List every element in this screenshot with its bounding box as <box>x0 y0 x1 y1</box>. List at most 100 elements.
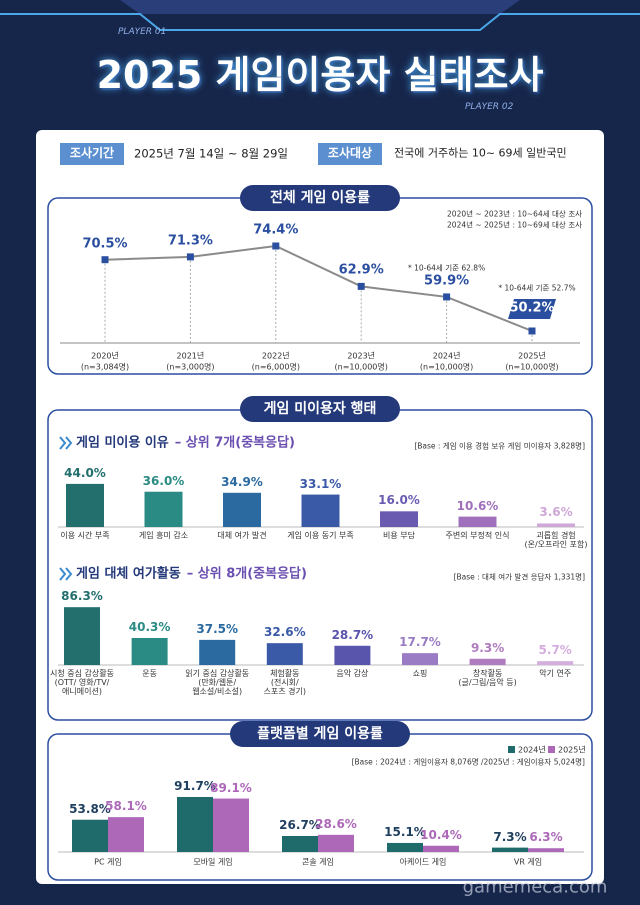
note: 2020년 ~ 2023년 : 10~64세 대상 조사 <box>447 209 582 219</box>
bar <box>537 661 574 665</box>
note: 2024년 ~ 2025년 : 10~69세 대상 조사 <box>447 220 582 230</box>
chart-title: 게임 미이용 이유 <box>76 435 169 451</box>
x-tick-label: 주변의 부정적 인식 <box>445 531 510 540</box>
marker <box>101 256 109 264</box>
watermark: gamemeca.com <box>462 876 608 898</box>
chart-subtitle: – 상위 8개(중복응답) <box>186 566 307 582</box>
marker <box>528 327 536 335</box>
legend-label: 2024년 <box>518 745 546 755</box>
bar <box>177 796 213 852</box>
pill <box>240 396 400 422</box>
value-label: 89.1% <box>210 780 252 795</box>
chart-title: 전체 게임 이용률 <box>270 189 370 206</box>
bar <box>223 492 261 527</box>
x-tick-label: 게임 흥미 감소 <box>138 531 189 540</box>
marker <box>272 242 280 250</box>
value-label: 59.9% <box>424 273 470 289</box>
bar <box>301 494 340 527</box>
value-label: 33.1% <box>299 476 342 491</box>
value-label: 16.0% <box>378 493 420 508</box>
value-label: 26.7% <box>279 818 321 833</box>
x-tick-label: 대체 여가 발견 <box>217 531 267 540</box>
x-tick-label: VR 게임 <box>513 857 543 867</box>
chevron <box>65 436 73 450</box>
bar <box>64 607 100 665</box>
bar <box>266 643 303 665</box>
bar <box>318 834 354 852</box>
base-note: [Base : 대체 여가 발견 응답자 1,331명] <box>453 572 585 582</box>
value-label: 10.4% <box>420 827 462 842</box>
x-tick-label: (n=10,000명) <box>505 362 559 372</box>
x-tick-label: (n=10,000명) <box>334 362 388 372</box>
tag-box <box>318 143 382 165</box>
bar <box>282 835 318 852</box>
bar <box>387 842 423 852</box>
value-label: 10.6% <box>456 498 499 513</box>
chart-title: 게임 대체 여가활동 <box>76 566 181 582</box>
value-label: 37.5% <box>196 621 239 636</box>
marker <box>443 293 451 301</box>
x-tick-label: 체험활동 (전시회/ 스포츠 경기) <box>263 669 307 697</box>
x-tick-label: 2025년 <box>518 351 546 361</box>
base-note: [Base : 2024년 : 게임이용자 8,076명 /2025년 : 게임… <box>351 757 585 767</box>
value-label: 53.8% <box>69 801 111 816</box>
page-title: 2025 게임이용자 실태조사 <box>96 53 544 98</box>
value-label: 17.7% <box>399 635 441 650</box>
bar <box>213 798 249 852</box>
bar <box>131 637 168 665</box>
bar <box>469 658 506 665</box>
value-label: 50.2% <box>509 300 555 316</box>
survey-period: 2025년 7월 14일 ~ 8월 29일 <box>134 146 288 161</box>
annotation: * 10-64세 기준 62.8% <box>407 263 486 273</box>
bar <box>66 483 104 527</box>
x-tick-label: 2023년 <box>347 351 376 361</box>
bar <box>144 491 183 527</box>
chevron <box>59 567 67 581</box>
value-label: 34.9% <box>221 474 263 489</box>
tag: 조사대상 <box>327 146 373 161</box>
value-label: 5.7% <box>538 643 572 658</box>
x-tick-label: 이용 시간 부족 <box>60 531 110 540</box>
bar <box>199 639 236 665</box>
x-tick-label: 쇼핑 <box>412 669 428 678</box>
value-label: 58.1% <box>105 799 147 814</box>
bar <box>380 511 418 527</box>
chart-title: 플랫폼별 게임 이용률 <box>257 725 383 742</box>
x-tick-label: 게임 이용 동기 부족 <box>287 531 354 540</box>
marker <box>186 253 194 261</box>
x-tick-label: (n=6,000명) <box>251 362 300 372</box>
pill <box>230 721 410 747</box>
value-label: 3.6% <box>539 505 573 520</box>
base-note: [Base : 게임 이용 경험 보유 게임 미이용자 3,828명] <box>414 441 585 451</box>
x-tick-label: 악기 연주 <box>539 669 572 678</box>
x-tick-label: (n=3,084명) <box>80 362 130 372</box>
legend-label: 2025년 <box>558 745 586 755</box>
x-tick-label: 콘솔 게임 <box>302 857 334 867</box>
tag: 조사기간 <box>69 146 115 161</box>
x-tick-label: 2021년 <box>176 351 205 361</box>
value-label: 86.3% <box>61 589 103 604</box>
x-tick-label: 2022년 <box>261 351 290 361</box>
label-box <box>508 299 556 319</box>
chart-heading: 게임 미이용 이유 – 상위 7개(중복응답) <box>76 435 295 452</box>
value-label: 74.4% <box>253 222 299 238</box>
value-label: 62.9% <box>338 262 384 278</box>
section-title: 게임 미이용자 행태 <box>263 400 377 417</box>
header-line <box>0 13 640 31</box>
legend-swatch <box>508 746 515 753</box>
player-label: PLAYER 02 <box>465 101 514 112</box>
x-tick-label: 괴롭힘 경험 (온/오프라인 포함) <box>524 531 588 550</box>
x-tick-label: 음악 감상 <box>336 669 369 678</box>
bar <box>72 819 108 852</box>
tag-box <box>60 143 124 165</box>
x-tick-label: 운동 <box>142 669 157 678</box>
chevron <box>65 567 73 581</box>
x-tick-label: (n=3,000명) <box>166 362 215 372</box>
value-label: 28.6% <box>315 816 357 831</box>
bar <box>108 817 144 852</box>
chart-subtitle: – 상위 7개(중복응답) <box>174 435 295 451</box>
value-label: 7.3% <box>493 829 527 844</box>
bar <box>334 645 371 665</box>
x-tick-label: 창작활동 (글/그림/음악 등) <box>458 669 517 688</box>
